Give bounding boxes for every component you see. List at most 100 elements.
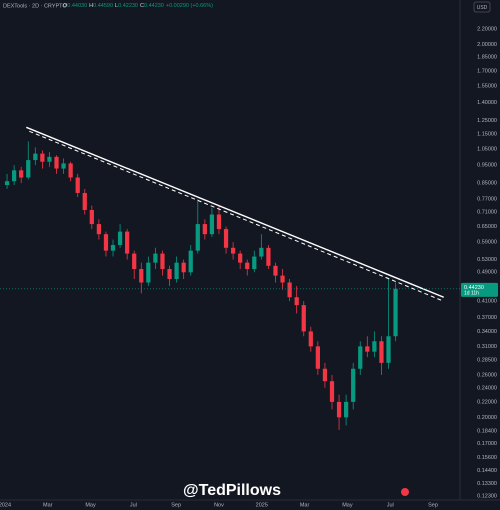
ohlc-value: 0.44230 (144, 3, 164, 9)
y-tick-label: 0.24000 (477, 385, 497, 391)
x-tick-label: Jul (130, 502, 137, 508)
candle-body (365, 346, 370, 352)
currency: USD (477, 5, 488, 11)
header: DEXTools · 2D · CRYPTO O0.44030 H0.44590 L… (3, 3, 213, 9)
candle-body (294, 297, 299, 306)
candle-body (61, 163, 66, 169)
candle-body (230, 247, 236, 254)
candle-body (132, 253, 137, 270)
x-tick-label: Mar (300, 502, 310, 508)
candle-body (386, 336, 391, 363)
y-tick-label: 0.41000 (477, 299, 497, 305)
candle-body (322, 368, 328, 382)
candle-body (315, 346, 320, 369)
ohlc-value: 0.44030 (67, 3, 87, 9)
candle-body (245, 262, 250, 270)
y-tick-label: 0.31000 (477, 344, 497, 350)
candle-body (329, 381, 335, 402)
candle-body (75, 177, 80, 193)
x-tick-label: May (342, 502, 353, 508)
candle-body (308, 331, 313, 347)
y-tick-label: 0.95000 (477, 163, 497, 169)
candle-body (372, 341, 377, 352)
y-tick-label: 1.70000 (477, 68, 497, 74)
ohlc-legend: O0.44030 H0.44590 L0.42230 C0.44230 +0.00290… (63, 3, 213, 9)
x-tick-label: Sep (171, 502, 181, 508)
candle-body (379, 341, 384, 363)
candle-body (54, 156, 59, 169)
candle-body (358, 346, 363, 369)
watermark: @TedPillows (183, 482, 281, 499)
y-tick-label: 1.40000 (477, 100, 497, 106)
x-tick-label: 2025 (256, 502, 268, 508)
candle-body (89, 209, 94, 225)
candle-body (103, 234, 109, 251)
candle-body (96, 224, 102, 235)
y-tick-label: 1.05000 (477, 146, 497, 152)
currency-box[interactable] (473, 1, 491, 13)
y-tick-label: 0.65000 (477, 224, 497, 230)
candle-body (181, 262, 186, 273)
candle-body (259, 247, 264, 257)
candle-body (238, 253, 243, 263)
candle-body (146, 262, 151, 283)
y-tick-label: 0.59000 (477, 240, 497, 246)
candle-body (209, 214, 215, 235)
candle-body (139, 269, 144, 283)
candle-body (273, 265, 278, 276)
event-icon[interactable] (401, 488, 409, 496)
y-tick-label: 2.00000 (477, 42, 497, 48)
ohlc-key: O (63, 3, 68, 9)
candle-body (117, 231, 123, 245)
y-tick-label: 0.34000 (477, 329, 497, 335)
x-tick-label: May (85, 502, 96, 508)
countdown: 1d 11h (464, 291, 479, 297)
candle-body (167, 269, 172, 280)
y-tick-label: 0.17000 (477, 441, 497, 447)
x-tick-label: Sep (428, 502, 438, 508)
candle-body (336, 401, 342, 418)
x-tick-label: Nov (214, 502, 224, 508)
candle-body (174, 262, 179, 280)
ohlc-key: H (89, 3, 93, 9)
y-tick-label: 0.85000 (477, 181, 497, 187)
y-tick-label: 0.14400 (477, 468, 497, 474)
symbol: DEXTools · 2D · CRYPTO (3, 3, 67, 9)
x-tick-label: 2024 (0, 502, 11, 508)
candle-body (202, 224, 207, 235)
candle-body (188, 250, 193, 273)
candle-body (125, 231, 130, 254)
candle-body (223, 229, 229, 248)
candle-body (12, 170, 17, 182)
ohlc-value: 0.44590 (93, 3, 113, 9)
y-tick-label: 0.77000 (477, 197, 497, 203)
y-tick-label: 0.71000 (477, 210, 497, 216)
y-tick-label: 0.26000 (477, 372, 497, 378)
y-tick-label: 0.13300 (477, 481, 497, 487)
trendline-dashed (29, 130, 444, 302)
candle-body (393, 288, 398, 337)
y-tick-label: 1.25000 (477, 118, 497, 124)
candle-body (160, 253, 165, 270)
candle-body (26, 160, 31, 178)
y-tick-label: 0.22000 (477, 399, 497, 405)
y-tick-label: 0.49000 (477, 270, 497, 276)
candle-body (195, 224, 200, 251)
candle-body (153, 253, 158, 263)
candle-body (4, 181, 10, 186)
x-tick-label: Mar (43, 502, 53, 508)
candle-body (110, 244, 116, 251)
candle-body (266, 247, 271, 266)
candle-body (344, 401, 349, 418)
candle-body (19, 170, 24, 178)
y-tick-label: 0.37000 (477, 315, 497, 321)
x-tick-label: Jul (387, 502, 394, 508)
candle-body (252, 256, 257, 270)
candle-body (47, 156, 52, 162)
trendline (26, 126, 444, 298)
candle-body (40, 153, 45, 162)
y-tick-label: 0.53000 (477, 257, 497, 263)
